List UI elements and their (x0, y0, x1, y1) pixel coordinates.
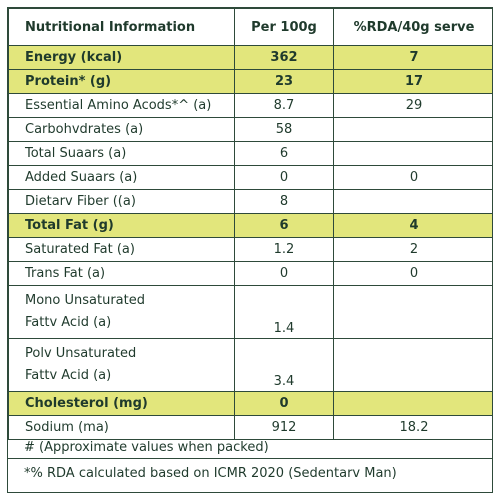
row-label: Sodium (ma) (8, 415, 235, 440)
row-per-100g: 362 (234, 45, 334, 70)
footnote-rda-basis: *% RDA calculated based on ICMR 2020 (Se… (24, 465, 397, 481)
header-nutritional-information: Nutritional Information (8, 8, 235, 46)
row-per-100g: 8.7 (234, 93, 334, 118)
row-added-sugars: Added Suaars (a) 0 0 (8, 165, 492, 190)
row-label: Polv Unsaturated Fattv Acid (a) (8, 338, 235, 392)
row-rda (333, 285, 492, 339)
row-rda (333, 338, 492, 392)
row-per-100g: 58 (234, 117, 334, 142)
row-per-100g: 8 (234, 189, 334, 214)
row-label: Trans Fat (a) (8, 261, 235, 286)
row-per-100g: 3.4 (234, 338, 334, 392)
row-label-line1: Mono Unsaturated (25, 293, 145, 308)
row-per-100g: 6 (234, 213, 334, 238)
row-label: Total Suaars (a) (8, 141, 235, 166)
row-per-100g: 23 (234, 69, 334, 94)
row-label: Essential Amino Acods*^ (a) (8, 93, 235, 118)
row-carbohydrates: Carbohvdrates (a) 58 (8, 117, 492, 142)
header-per-100g: Per 100g (234, 8, 334, 46)
row-rda (333, 117, 492, 142)
row-per-100g: 1.4 (234, 285, 334, 339)
row-label-line2: Fattv Acid (a) (25, 368, 112, 383)
row-rda (333, 189, 492, 214)
row-per-100g: 912 (234, 415, 334, 440)
row-rda: 2 (333, 237, 492, 262)
row-cholesterol: Cholesterol (mg) 0 (8, 391, 492, 416)
row-label: Dietarv Fiber ((a) (8, 189, 235, 214)
row-label: Carbohvdrates (a) (8, 117, 235, 142)
row-rda: 4 (333, 213, 492, 238)
row-per-100g: 0 (234, 261, 334, 286)
row-rda: 17 (333, 69, 492, 94)
row-rda: 0 (333, 261, 492, 286)
row-label-line2: Fattv Acid (a) (25, 315, 112, 330)
row-per-100g: 6 (234, 141, 334, 166)
row-per-100g: 0 (234, 391, 334, 416)
row-label: Cholesterol (mg) (8, 391, 235, 416)
row-rda: 7 (333, 45, 492, 70)
row-label-line1: Polv Unsaturated (25, 346, 137, 361)
row-saturated-fat: Saturated Fat (a) 1.2 2 (8, 237, 492, 262)
row-total-fat: Total Fat (g) 6 4 (8, 213, 492, 238)
row-rda: 29 (333, 93, 492, 118)
row-rda: 18.2 (333, 415, 492, 440)
row-per-100g: 0 (234, 165, 334, 190)
nutrition-table: Nutritional Information Per 100g %RDA/40… (8, 8, 492, 440)
row-dietary-fiber: Dietarv Fiber ((a) 8 (8, 189, 492, 214)
nutrition-panel: Nutritional Information Per 100g %RDA/40… (7, 7, 493, 493)
row-total-sugars: Total Suaars (a) 6 (8, 141, 492, 166)
row-essential-amino-acids: Essential Amino Acods*^ (a) 8.7 29 (8, 93, 492, 118)
row-trans-fat: Trans Fat (a) 0 0 (8, 261, 492, 286)
row-label: Saturated Fat (a) (8, 237, 235, 262)
table-header-row: Nutritional Information Per 100g %RDA/40… (8, 8, 492, 46)
footnote-approximate-values: # (Approximate values when packed) (8, 440, 492, 459)
row-rda (333, 141, 492, 166)
row-rda: 0 (333, 165, 492, 190)
row-label: Total Fat (g) (8, 213, 235, 238)
row-label: Protein* (g) (8, 69, 235, 94)
row-label: Mono Unsaturated Fattv Acid (a) (8, 285, 235, 339)
row-rda (333, 391, 492, 416)
row-mono-unsaturated-fat: Mono Unsaturated Fattv Acid (a) 1.4 (8, 285, 492, 339)
row-label: Energy (kcal) (8, 45, 235, 70)
row-energy: Energy (kcal) 362 7 (8, 45, 492, 70)
row-label: Added Suaars (a) (8, 165, 235, 190)
row-sodium: Sodium (ma) 912 18.2 (8, 415, 492, 440)
row-protein: Protein* (g) 23 17 (8, 69, 492, 94)
row-poly-unsaturated-fat: Polv Unsaturated Fattv Acid (a) 3.4 (8, 338, 492, 392)
header-rda-per-serve: %RDA/40g serve (333, 8, 492, 46)
row-per-100g: 1.2 (234, 237, 334, 262)
